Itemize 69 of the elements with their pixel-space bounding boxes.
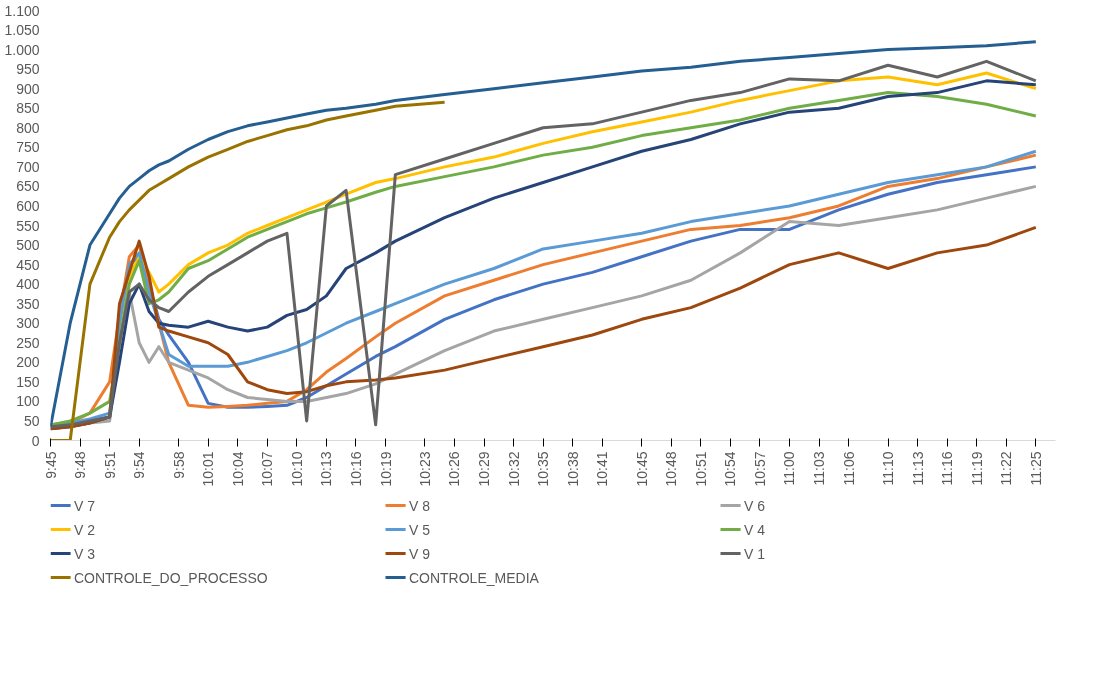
legend-label: V 1 bbox=[743, 545, 766, 562]
x-tick-label: 10:16 bbox=[347, 451, 364, 487]
x-tick-label: 10:45 bbox=[633, 451, 650, 487]
x-tick-label: 10:35 bbox=[535, 451, 552, 487]
legend-label: CONTROLE_DO_PROCESSO bbox=[73, 569, 268, 586]
y-tick-label: 650 bbox=[16, 178, 40, 195]
legend-label: V 4 bbox=[743, 521, 766, 538]
x-tick-label: 10:38 bbox=[564, 451, 581, 487]
x-tick-label: 9:58 bbox=[170, 451, 187, 479]
y-tick-label: 400 bbox=[16, 276, 40, 293]
y-tick-label: 50 bbox=[23, 412, 40, 429]
x-tick-label: 10:41 bbox=[594, 451, 611, 487]
y-tick-label: 500 bbox=[16, 237, 40, 254]
legend-label: V 5 bbox=[408, 521, 431, 538]
y-tick-label: 700 bbox=[16, 158, 40, 175]
y-tick-label: 0 bbox=[31, 432, 40, 449]
x-tick-label: 10:23 bbox=[416, 451, 433, 487]
x-tick-label: 11:13 bbox=[909, 451, 926, 486]
y-tick-label: 950 bbox=[16, 61, 40, 78]
x-tick-label: 10:10 bbox=[288, 451, 305, 487]
y-tick-label: 600 bbox=[16, 197, 40, 214]
y-tick-label: 350 bbox=[16, 295, 40, 312]
legend-label: V 9 bbox=[408, 545, 431, 562]
y-tick-label: 150 bbox=[16, 373, 40, 390]
legend-label: V 8 bbox=[408, 497, 431, 514]
y-tick-label: 1.100 bbox=[4, 2, 40, 19]
y-tick-label: 1.050 bbox=[4, 22, 40, 39]
x-tick-label: 9:48 bbox=[72, 451, 89, 479]
x-tick-label: 10:01 bbox=[200, 451, 217, 487]
x-tick-label: 11:16 bbox=[939, 451, 956, 486]
y-tick-label: 550 bbox=[16, 217, 40, 234]
y-tick-label: 450 bbox=[16, 256, 40, 273]
legend-label: V 7 bbox=[73, 497, 96, 514]
x-tick-label: 10:32 bbox=[505, 451, 522, 487]
legend-label: V 6 bbox=[743, 497, 766, 514]
line-series bbox=[50, 100, 447, 441]
x-tick-label: 11:00 bbox=[781, 451, 798, 486]
y-tick-label: 750 bbox=[16, 139, 40, 156]
x-tick-label: 10:26 bbox=[446, 451, 463, 487]
line-series bbox=[50, 225, 1038, 431]
x-tick-label: 11:03 bbox=[811, 451, 828, 486]
x-tick-label: 10:51 bbox=[692, 451, 709, 487]
legend-label: V 3 bbox=[73, 545, 96, 562]
legend-label: CONTROLE_MEDIA bbox=[408, 569, 540, 586]
y-tick-label: 900 bbox=[16, 80, 40, 97]
x-tick-label: 10:07 bbox=[259, 451, 276, 487]
y-tick-label: 300 bbox=[16, 315, 40, 332]
x-tick-label: 11:19 bbox=[968, 451, 985, 486]
x-tick-label: 10:57 bbox=[751, 451, 768, 487]
y-tick-label: 1.000 bbox=[4, 41, 40, 58]
x-tick-label: 10:19 bbox=[377, 451, 394, 487]
y-tick-label: 100 bbox=[16, 393, 40, 410]
y-tick-label: 800 bbox=[16, 119, 40, 136]
x-tick-label: 11:06 bbox=[840, 451, 857, 486]
x-tick-label: 11:25 bbox=[1027, 451, 1044, 486]
x-tick-label: 9:51 bbox=[101, 451, 118, 479]
legend-label: V 2 bbox=[73, 521, 96, 538]
x-tick-label: 11:22 bbox=[998, 451, 1015, 486]
x-tick-label: 10:54 bbox=[722, 451, 739, 487]
x-tick-label: 9:45 bbox=[42, 451, 59, 479]
x-tick-label: 10:48 bbox=[663, 451, 680, 487]
x-tick-label: 10:29 bbox=[476, 451, 493, 487]
x-tick-label: 10:04 bbox=[229, 451, 246, 487]
x-tick-label: 11:10 bbox=[880, 451, 897, 486]
x-tick-label: 10:13 bbox=[318, 451, 335, 487]
y-tick-label: 250 bbox=[16, 334, 40, 351]
y-tick-label: 850 bbox=[16, 100, 40, 117]
x-tick-label: 9:54 bbox=[131, 451, 148, 479]
y-tick-label: 200 bbox=[16, 354, 40, 371]
